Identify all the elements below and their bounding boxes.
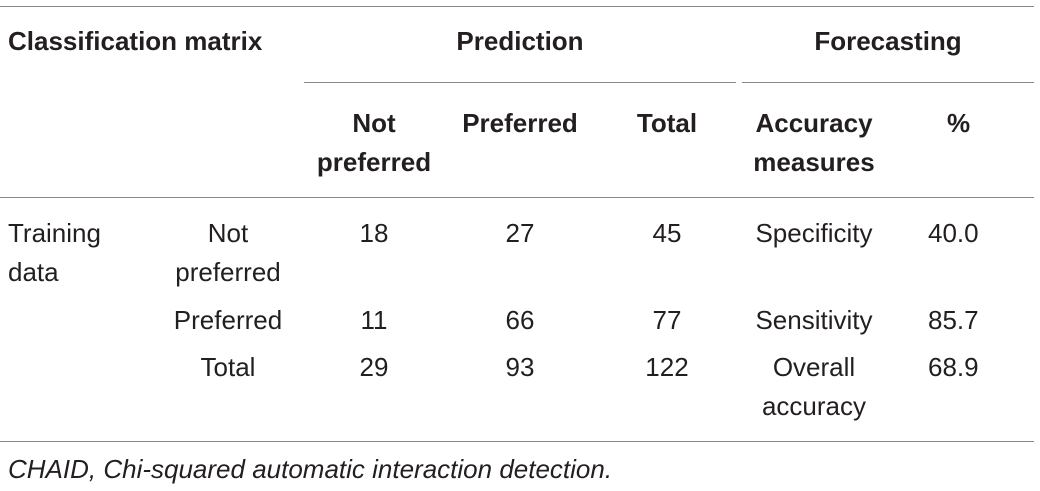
row-2-not-preferred: 11 bbox=[360, 305, 388, 335]
header-bottom-rule bbox=[0, 197, 1034, 198]
col-header-total: Total bbox=[636, 108, 698, 138]
row-1-label: Not preferred bbox=[150, 214, 306, 292]
col-header-not-preferred-line-2: preferred bbox=[316, 147, 432, 177]
top-rule bbox=[0, 6, 1034, 7]
col-header-percent: % bbox=[947, 108, 971, 138]
row-3-measure-line-2: accuracy bbox=[761, 391, 867, 421]
col-header-not-preferred-line-1: Not bbox=[352, 108, 396, 138]
header-forecasting: Forecasting bbox=[814, 26, 962, 56]
row-3-preferred: 93 bbox=[505, 352, 535, 382]
col-header-not-preferred: Not preferred bbox=[304, 104, 444, 182]
row-2-measure: Sensitivity bbox=[755, 305, 873, 335]
row-1-measure: Specificity bbox=[755, 218, 873, 248]
row-3-total: 122 bbox=[645, 352, 689, 382]
row-1-label-line-1: Not bbox=[207, 218, 249, 248]
row-group-label-line-2: data bbox=[8, 257, 59, 287]
row-group-label-line-1: Training bbox=[8, 218, 101, 248]
table-footnote: CHAID, Chi-squared automatic interaction… bbox=[8, 454, 613, 484]
row-1-total: 45 bbox=[652, 218, 682, 248]
row-2-total: 77 bbox=[652, 305, 682, 335]
col-header-preferred: Preferred bbox=[462, 108, 578, 138]
forecasting-underline bbox=[742, 82, 1034, 83]
row-3-not-preferred: 29 bbox=[359, 352, 389, 382]
bottom-rule bbox=[0, 441, 1034, 442]
row-3-label: Total bbox=[200, 352, 256, 382]
row-1-percent: 40.0 bbox=[928, 218, 979, 248]
row-3-measure: Overall accuracy bbox=[738, 348, 890, 426]
header-classification-matrix: Classification matrix bbox=[8, 26, 263, 56]
row-1-not-preferred: 18 bbox=[359, 218, 389, 248]
row-2-preferred: 66 bbox=[505, 305, 535, 335]
row-3-percent: 68.9 bbox=[928, 352, 979, 382]
row-1-label-line-2: preferred bbox=[175, 257, 281, 287]
row-group-label: Training data bbox=[8, 214, 101, 292]
col-header-accuracy-measures-line-2: measures bbox=[753, 147, 875, 177]
header-prediction: Prediction bbox=[456, 26, 584, 56]
row-2-label: Preferred bbox=[173, 305, 283, 335]
col-header-accuracy-measures: Accuracy measures bbox=[738, 104, 890, 182]
prediction-underline bbox=[304, 82, 736, 83]
col-header-accuracy-measures-line-1: Accuracy bbox=[755, 108, 873, 138]
row-3-measure-line-1: Overall bbox=[772, 352, 856, 382]
row-1-preferred: 27 bbox=[505, 218, 535, 248]
row-2-percent: 85.7 bbox=[928, 305, 979, 335]
